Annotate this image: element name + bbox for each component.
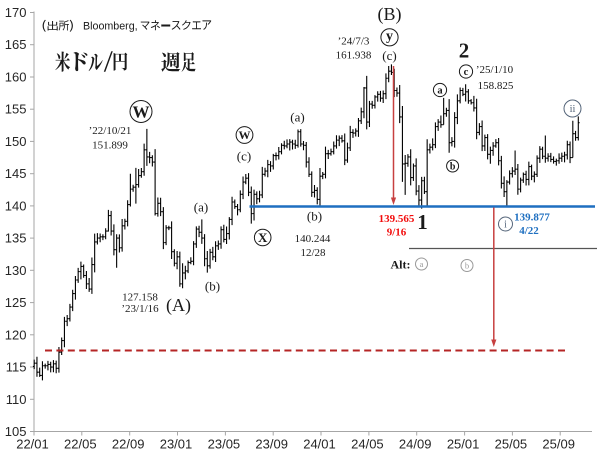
svg-text:158.825: 158.825 (478, 80, 514, 92)
svg-text:Bloomberg,: Bloomberg, (83, 21, 138, 33)
svg-text:24/05: 24/05 (351, 437, 384, 452)
svg-text:170: 170 (5, 5, 27, 20)
svg-text:151.899: 151.899 (92, 140, 128, 152)
svg-text:23/05: 23/05 (208, 437, 241, 452)
svg-text:24/09: 24/09 (399, 437, 432, 452)
svg-text:W: W (239, 128, 251, 142)
svg-text:(b): (b) (307, 209, 322, 224)
svg-text:135: 135 (5, 231, 27, 246)
svg-text:165: 165 (5, 37, 27, 52)
svg-text:115: 115 (6, 360, 27, 375)
svg-text:110: 110 (6, 392, 27, 407)
svg-text:23/01: 23/01 (160, 437, 193, 452)
svg-text:2: 2 (459, 39, 470, 63)
svg-text:120: 120 (5, 327, 27, 342)
svg-text:(c): (c) (382, 48, 396, 63)
svg-text:140.244: 140.244 (295, 233, 331, 245)
svg-text:(a): (a) (194, 200, 208, 215)
svg-text:25/05: 25/05 (495, 437, 528, 452)
svg-text:(c): (c) (237, 149, 251, 164)
svg-text:’22/10/21: ’22/10/21 (89, 125, 132, 137)
svg-text:i: i (504, 219, 507, 230)
svg-text:1: 1 (417, 210, 428, 234)
svg-text:145: 145 (5, 166, 27, 181)
svg-text:125: 125 (5, 295, 27, 310)
svg-text:(b): (b) (205, 279, 220, 294)
svg-text:(a): (a) (290, 110, 304, 125)
svg-text:4/22: 4/22 (519, 225, 539, 237)
svg-text:b: b (450, 161, 456, 172)
svg-text:127.158: 127.158 (122, 292, 158, 304)
svg-text:155: 155 (5, 102, 27, 117)
svg-text:139.565: 139.565 (379, 213, 415, 225)
svg-text:’24/7/3: ’24/7/3 (338, 36, 370, 48)
svg-text:y: y (386, 29, 393, 44)
svg-text:12/28: 12/28 (300, 247, 326, 259)
svg-text:b: b (465, 260, 469, 270)
svg-text:24/01: 24/01 (303, 437, 336, 452)
svg-text:25/01: 25/01 (447, 437, 480, 452)
svg-text:’25/1/10: ’25/1/10 (476, 64, 514, 76)
svg-text:140: 140 (5, 198, 27, 213)
svg-text:160: 160 (5, 70, 27, 85)
svg-text:105: 105 (5, 424, 27, 439)
svg-text:161.938: 161.938 (336, 50, 372, 62)
svg-text:22/01: 22/01 (16, 437, 49, 452)
svg-text:150: 150 (5, 134, 27, 149)
svg-text:Alt:: Alt: (391, 258, 411, 272)
svg-text:X: X (258, 230, 268, 245)
svg-text:ii: ii (570, 104, 576, 115)
svg-text:25/09: 25/09 (542, 437, 575, 452)
svg-text:130: 130 (5, 263, 27, 278)
svg-text:a: a (420, 259, 424, 269)
svg-text:22/09: 22/09 (112, 437, 145, 452)
svg-text:W: W (133, 102, 150, 121)
svg-text:139.877: 139.877 (514, 212, 550, 224)
svg-text:22/05: 22/05 (64, 437, 97, 452)
svg-text:23/09: 23/09 (255, 437, 288, 452)
svg-text:c: c (464, 67, 469, 78)
svg-text:a: a (437, 86, 443, 97)
svg-text:(B): (B) (378, 4, 402, 25)
svg-text:(A): (A) (166, 295, 191, 316)
svg-text:9/16: 9/16 (387, 227, 407, 239)
svg-text:’23/1/16: ’23/1/16 (121, 303, 159, 315)
